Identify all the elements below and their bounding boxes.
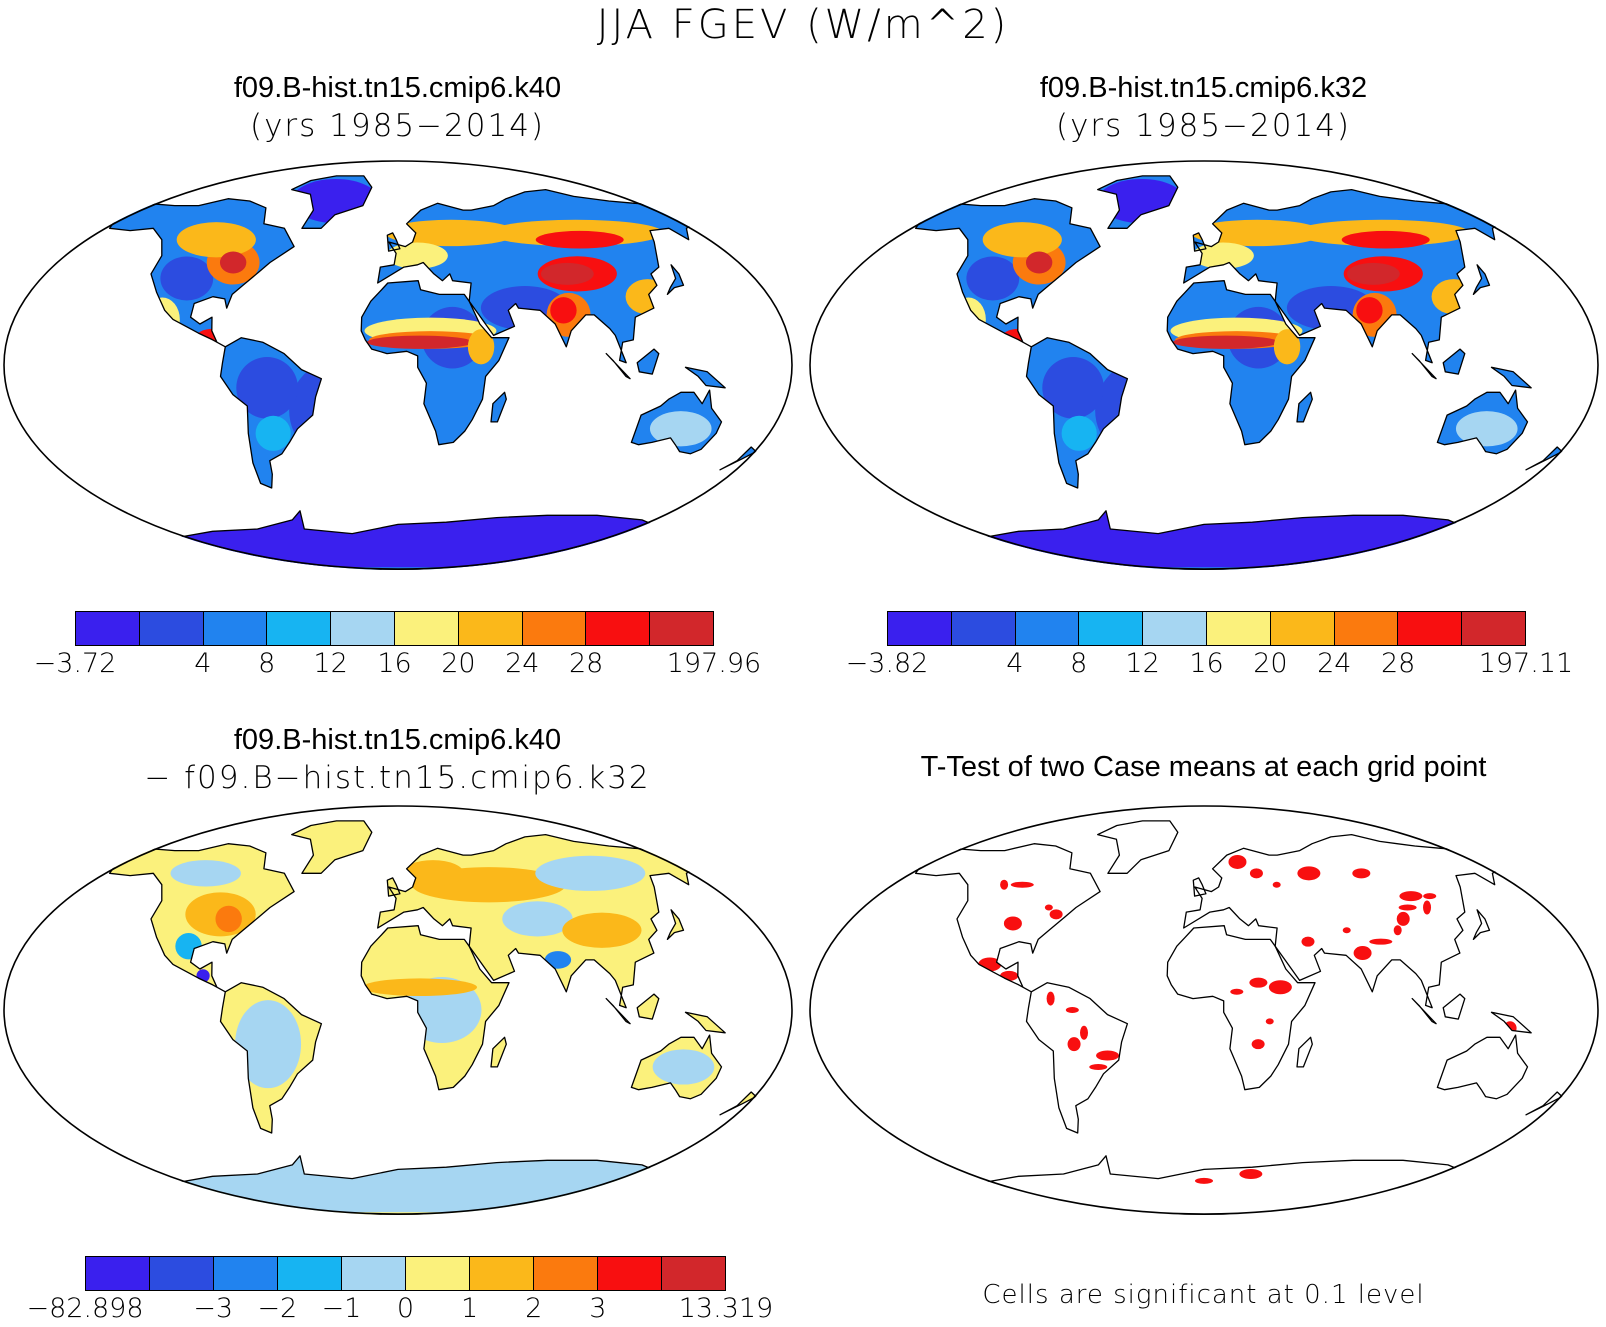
figure-title: JJA FGEV (W/m^2) [596,2,1010,48]
panel-title-line1: f09.B-hist.tn15.cmip6.k32 [1039,72,1368,104]
colorbar-swatch [458,612,523,645]
colorbar-swatch [331,612,395,645]
colorbar-tick-label: −3 [193,1293,234,1324]
colorbar-top-left [75,611,714,646]
colorbar-tick-label: 197.11 [1478,648,1574,679]
colorbar-tick-label: 24 [1317,648,1352,679]
colorbar-swatch [1270,612,1335,645]
colorbar-swatch [278,1257,342,1290]
colorbar-top-right [887,611,1526,646]
colorbar-swatch [1079,612,1144,645]
colorbar-tick-label: 13.319 [678,1293,774,1324]
colorbar-swatch [150,1257,214,1290]
colorbar-tick-label: 1 [461,1293,479,1324]
colorbar-tick-label: 8 [1070,648,1088,679]
panel-title-line1: T-Test of two Case means at each grid po… [920,751,1487,783]
colorbar-swatch [1143,612,1207,645]
colorbar-ticks-top-right: −3.82 4 8 12 16 20 24 28 197.11 [846,648,1574,688]
colorbar-swatch [406,1257,470,1290]
significance-note: Cells are significant at 0.1 level [982,1280,1425,1310]
colorbar-swatch [1015,612,1080,645]
colorbar-tick-label: 20 [441,648,476,679]
colorbar-tick-label: 4 [194,648,212,679]
colorbar-tick-label: 2 [525,1293,543,1324]
colorbar-tick-label: 16 [377,648,412,679]
colorbar-bottom-left [85,1256,726,1291]
colorbar-tick-label: 197.96 [666,648,762,679]
colorbar-swatch [1334,612,1399,645]
panel-title-line2: (yrs 1985−2014) [249,108,546,144]
colorbar-swatch [86,1257,150,1290]
colorbar-swatch [951,612,1016,645]
colorbar-swatch [522,612,587,645]
colorbar-swatch [139,612,204,645]
colorbar-tick-label: −82.898 [26,1293,144,1324]
colorbar-ticks-top-left: −3.72 4 8 12 16 20 24 28 197.96 [34,648,762,688]
colorbar-tick-label: 4 [1006,648,1024,679]
panel-title-top-left: f09.B-hist.tn15.cmip6.k40 (yrs 1985−2014… [0,70,795,146]
panel-title-line1: f09.B-hist.tn15.cmip6.k40 [233,724,562,756]
colorbar-tick-label: −1 [321,1293,362,1324]
colorbar-swatch [76,612,140,645]
panel-title-bottom-left: f09.B-hist.tn15.cmip6.k40 − f09.B−hist.t… [0,722,795,798]
colorbar-tick-label: 12 [1125,648,1160,679]
colorbar-swatch [650,612,713,645]
colorbar-tick-label: 16 [1189,648,1224,679]
panel-title-line2: (yrs 1985−2014) [1055,108,1352,144]
panel-title-line1: f09.B-hist.tn15.cmip6.k40 [233,72,562,104]
colorbar-tick-label: 24 [505,648,540,679]
colorbar-swatch [1398,612,1463,645]
panel-title-top-right: f09.B-hist.tn15.cmip6.k32 (yrs 1985−2014… [806,70,1601,146]
colorbar-tick-label: −3.82 [845,648,929,679]
map-panel-top-left [3,160,793,570]
map-panel-bottom-left [3,805,793,1215]
map-panel-top-right [809,160,1599,570]
map-panel-bottom-right [809,805,1599,1215]
colorbar-swatch [470,1257,534,1290]
colorbar-tick-label: 12 [313,648,348,679]
colorbar-ticks-bottom-left: −82.898 −3 −2 −1 0 1 2 3 13.319 [26,1293,773,1327]
colorbar-swatch [598,1257,662,1290]
colorbar-tick-label: 8 [258,648,276,679]
colorbar-swatch [267,612,332,645]
colorbar-swatch [394,612,459,645]
colorbar-swatch [1206,612,1271,645]
colorbar-swatch [203,612,268,645]
colorbar-swatch [662,1257,725,1290]
panel-title-line2: − f09.B−hist.tn15.cmip6.k32 [144,760,651,796]
colorbar-tick-label: 28 [1381,648,1416,679]
colorbar-tick-label: 0 [396,1293,415,1324]
colorbar-tick-label: 28 [569,648,604,679]
colorbar-tick-label: 3 [589,1293,607,1324]
colorbar-swatch [534,1257,598,1290]
colorbar-tick-label: −3.72 [33,648,117,679]
colorbar-swatch [1462,612,1525,645]
colorbar-tick-label: 20 [1253,648,1288,679]
colorbar-tick-label: −2 [257,1293,298,1324]
colorbar-swatch [888,612,952,645]
colorbar-swatch [342,1257,406,1290]
colorbar-swatch [214,1257,278,1290]
panel-title-bottom-right: T-Test of two Case means at each grid po… [806,749,1601,785]
colorbar-swatch [586,612,651,645]
